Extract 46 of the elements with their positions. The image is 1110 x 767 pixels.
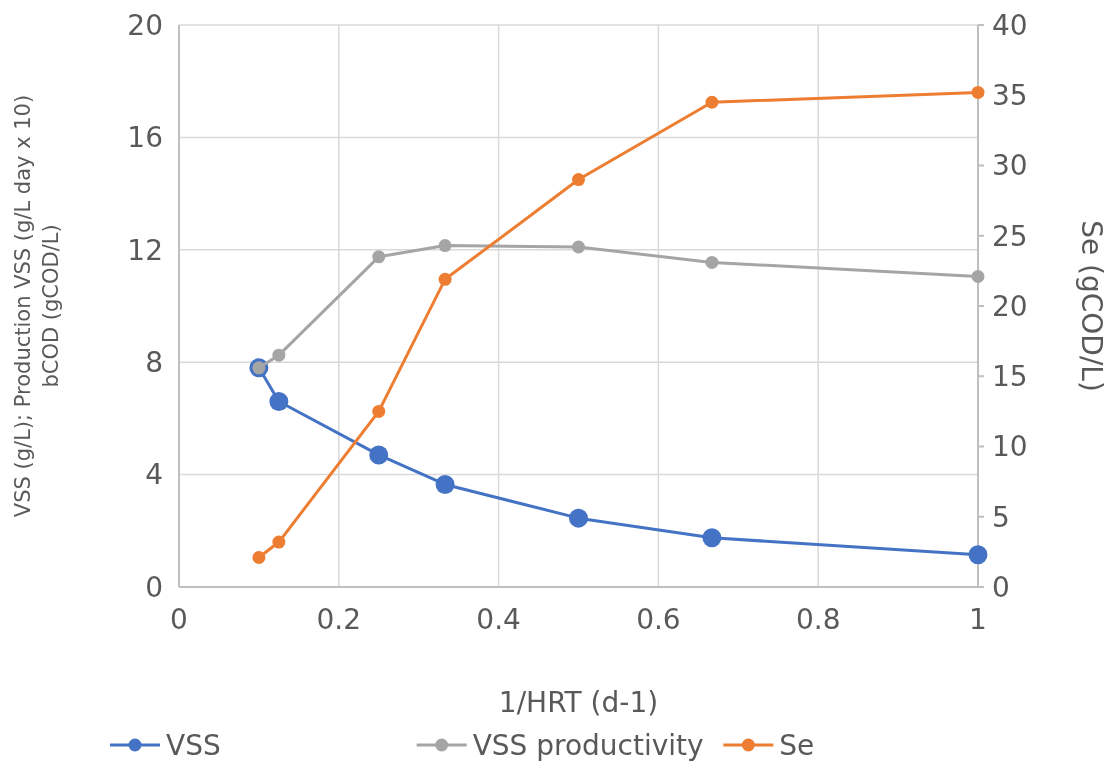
point: [705, 95, 719, 109]
x-tick-label: 0.4: [476, 603, 521, 636]
y-axis-title: VSS (g/L); Production VSS (g/L day x 10) bCOD (gCOD/L): [11, 94, 63, 518]
point: [252, 551, 266, 564]
x-tick-label: 0.8: [795, 603, 841, 636]
point: [372, 250, 386, 264]
point: [569, 508, 588, 528]
x-axis-title: 1/HRT (d-1): [498, 686, 659, 719]
point: [372, 404, 386, 418]
point: [438, 272, 452, 286]
y2-tick-label: 10: [992, 430, 1028, 464]
x-tick-label: 1: [969, 603, 987, 636]
point: [269, 392, 289, 412]
y2-axis-title: Se (gCOD/L): [1075, 220, 1108, 392]
point: [435, 474, 455, 494]
point: [572, 173, 585, 187]
y2-tick-label: 5: [992, 500, 1010, 534]
point: [702, 528, 722, 548]
point: [572, 240, 585, 254]
point: [272, 535, 286, 549]
y-tick-label: 12: [127, 233, 163, 267]
x-tick-label: 0.6: [636, 603, 681, 636]
point: [705, 255, 719, 269]
x-tick-label: 0.2: [316, 603, 362, 636]
point: [369, 445, 389, 465]
x-tick-label: 0: [170, 603, 188, 636]
y-tick-label: 4: [145, 458, 163, 492]
point: [438, 239, 452, 253]
y2-tick-label: 25: [992, 219, 1028, 253]
y2-tick-label: 40: [992, 8, 1028, 42]
y2-tick-label: 35: [992, 79, 1028, 113]
y-tick-label: 20: [127, 8, 163, 42]
point: [968, 545, 988, 565]
y2-tick-label: 15: [992, 360, 1028, 394]
y2-tick-label: 0: [992, 570, 1010, 604]
legend-label: Se: [779, 728, 815, 762]
point: [971, 270, 985, 283]
y-tick-label: 0: [145, 570, 163, 604]
point: [971, 85, 985, 99]
y-tick-label: 8: [145, 346, 163, 379]
y-tick-label: 16: [127, 121, 163, 155]
y2-tick-label: 20: [992, 289, 1028, 323]
legend-label: VSS: [166, 728, 221, 762]
legend-label: VSS productivity: [472, 728, 704, 762]
y2-tick-label: 30: [992, 149, 1028, 183]
point: [272, 348, 286, 362]
